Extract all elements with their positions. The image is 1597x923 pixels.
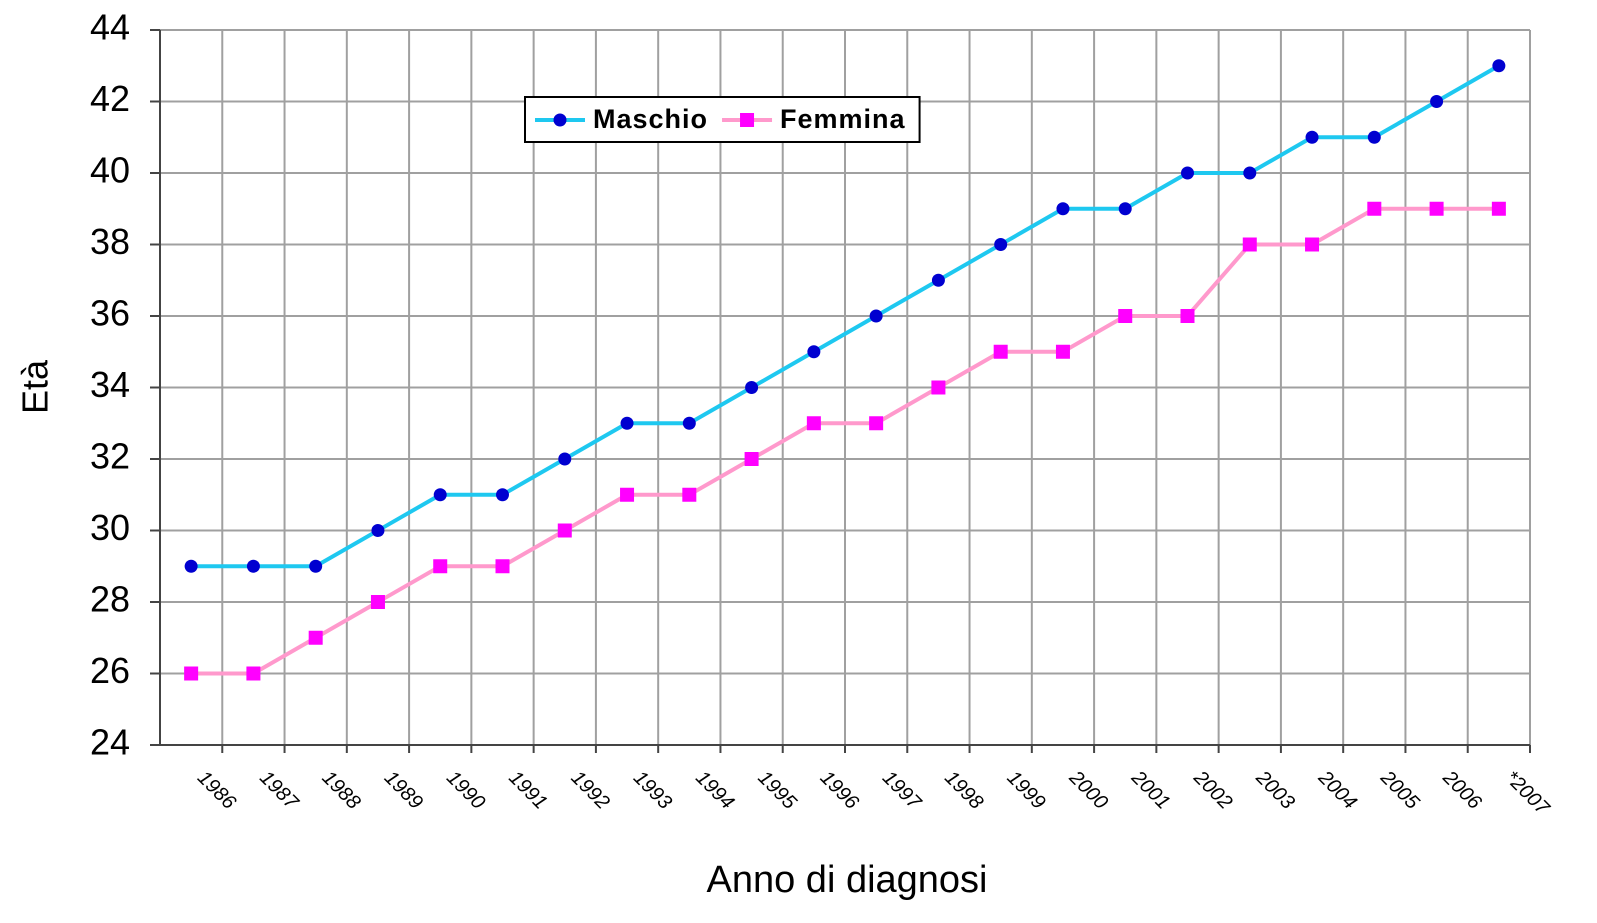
marker	[620, 416, 634, 430]
x-tick-label: 1991	[504, 767, 551, 814]
marker	[1367, 201, 1382, 216]
marker	[1429, 201, 1444, 216]
x-tick-label: 2001	[1126, 766, 1174, 814]
y-tick-label: 40	[90, 150, 130, 191]
x-tick-label: 1987	[255, 767, 303, 815]
marker	[931, 380, 946, 395]
marker	[309, 559, 323, 573]
x-tick-label: 1993	[629, 767, 676, 814]
x-tick-label: 1998	[940, 767, 987, 814]
marker	[682, 487, 697, 502]
legend-label: Maschio	[593, 104, 708, 134]
y-tick-label: 44	[90, 7, 130, 48]
series-line	[191, 206, 1499, 676]
marker	[1367, 130, 1381, 144]
marker	[1180, 309, 1195, 323]
x-tick-label: 1990	[442, 767, 489, 814]
y-tick-label: 36	[90, 293, 130, 334]
marker	[993, 344, 1008, 359]
marker	[558, 452, 572, 466]
marker	[1305, 130, 1319, 144]
x-tick-label: 2006	[1438, 766, 1486, 814]
marker	[807, 345, 821, 359]
x-tick-label: *2007	[1501, 767, 1554, 820]
legend-label: Femmina	[780, 104, 906, 134]
x-tick-label: 2005	[1375, 766, 1423, 814]
marker	[1242, 237, 1257, 252]
marker	[806, 416, 821, 431]
y-axis-label: Età	[15, 359, 56, 414]
marker	[869, 309, 883, 323]
marker	[1118, 202, 1132, 216]
x-tick-label: 1988	[318, 767, 365, 814]
marker	[1430, 95, 1444, 108]
legend-marker	[740, 113, 755, 127]
marker	[620, 487, 635, 502]
marker	[931, 273, 945, 287]
legend: Maschio Femmina	[524, 96, 921, 143]
marker	[184, 559, 198, 573]
marker	[433, 559, 448, 574]
x-tick-label: 1986	[193, 767, 241, 815]
y-tick-label: 26	[90, 650, 130, 691]
x-tick-label: 1994	[691, 767, 738, 814]
marker	[745, 381, 759, 394]
series-line	[191, 64, 1500, 569]
marker	[495, 559, 510, 574]
marker	[1491, 201, 1506, 216]
marker	[1055, 344, 1070, 359]
x-tick-label: 2003	[1251, 766, 1299, 814]
x-tick-label: 1992	[567, 767, 614, 814]
marker	[371, 524, 385, 537]
marker	[1118, 309, 1133, 323]
marker	[370, 595, 385, 609]
x-tick-label: 1995	[753, 767, 801, 815]
marker	[994, 238, 1008, 251]
marker	[1492, 59, 1506, 73]
y-tick-label: 24	[90, 722, 130, 763]
y-tick-label: 30	[90, 507, 130, 548]
marker	[682, 416, 696, 430]
y-tick-label: 42	[90, 78, 130, 119]
marker	[184, 666, 199, 681]
x-tick-label: 1996	[816, 767, 864, 815]
y-tick-label: 28	[90, 579, 130, 620]
marker	[869, 416, 884, 431]
y-tick-label: 34	[90, 364, 130, 405]
marker	[1181, 166, 1194, 180]
legend-marker	[553, 113, 567, 127]
marker	[557, 523, 572, 538]
y-tick-label: 38	[90, 221, 130, 262]
x-tick-label: 1989	[380, 767, 427, 814]
marker	[433, 488, 447, 502]
x-axis-label: Anno di diagnosi	[707, 859, 988, 901]
x-tick-label: 2000	[1064, 766, 1112, 814]
marker	[1243, 166, 1257, 180]
marker	[246, 559, 260, 573]
x-tick-label: 2002	[1189, 766, 1237, 814]
marker	[1305, 237, 1320, 252]
marker	[496, 488, 509, 502]
x-tick-label: 1997	[878, 767, 926, 815]
x-tick-label: 1999	[1003, 767, 1050, 814]
marker	[246, 666, 261, 681]
marker	[308, 630, 323, 645]
x-tick-label: 2004	[1313, 766, 1361, 814]
y-tick-label: 32	[90, 436, 130, 477]
marker	[744, 452, 759, 466]
marker	[1056, 202, 1070, 216]
